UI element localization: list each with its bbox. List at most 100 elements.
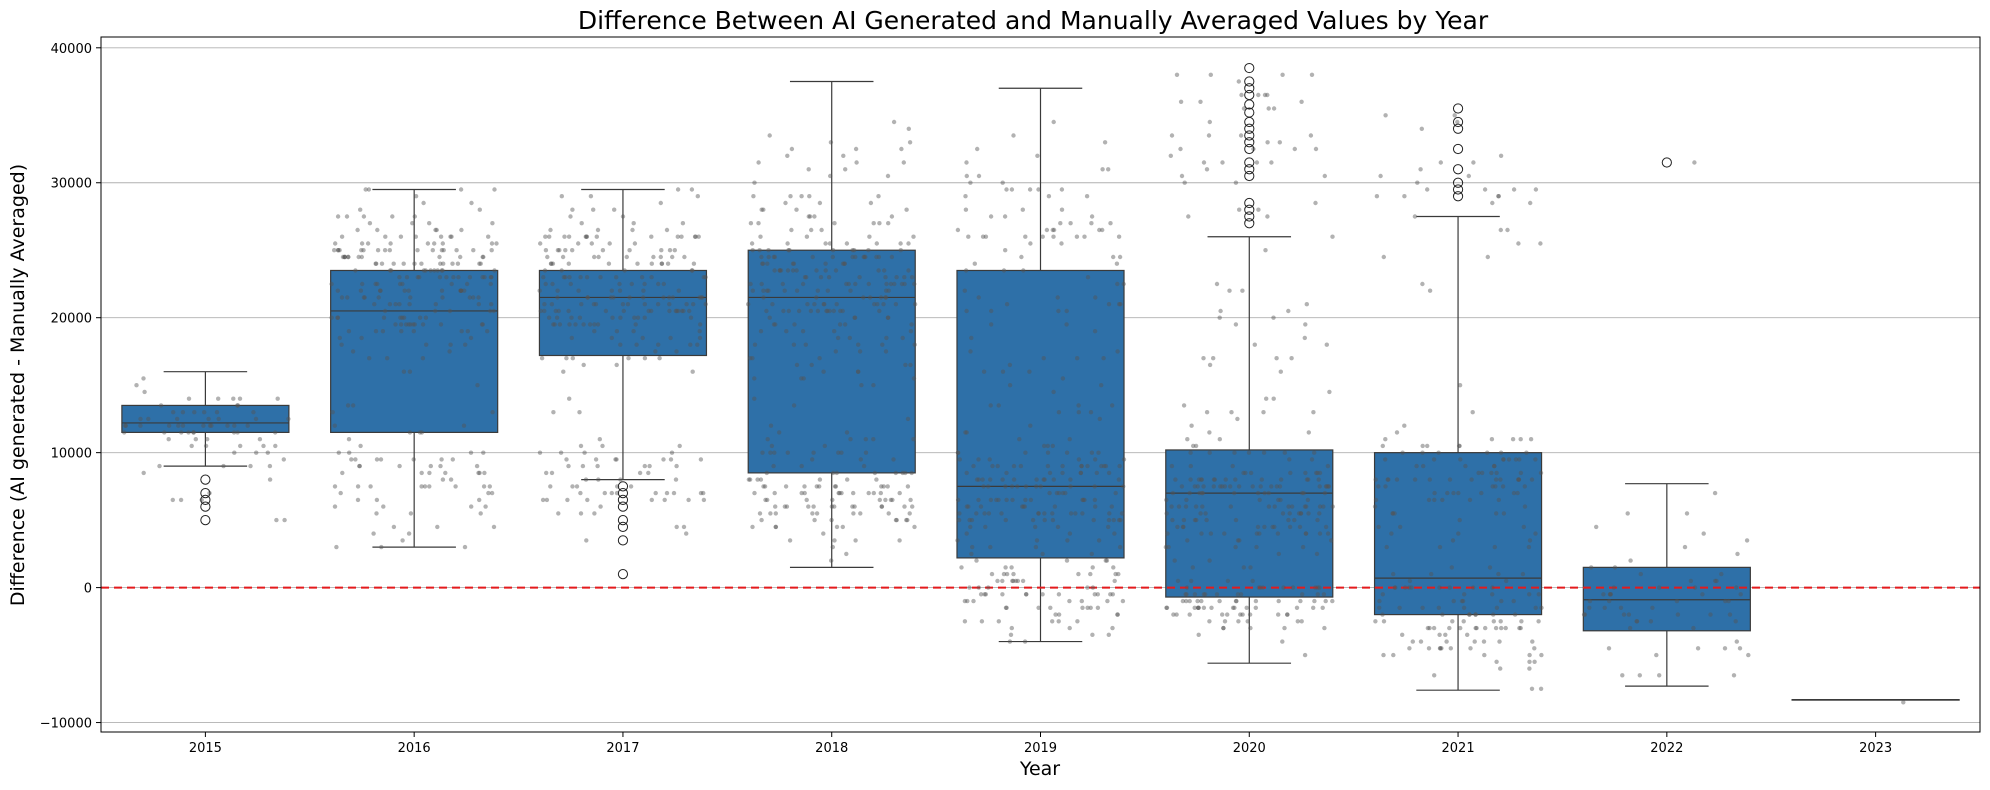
jitter-point (889, 214, 895, 219)
jitter-point (692, 234, 698, 239)
jitter-point (903, 362, 908, 368)
jitter-point (1117, 254, 1123, 260)
jitter-point (390, 214, 395, 219)
jitter-point (1227, 288, 1232, 293)
jitter-point (1295, 619, 1301, 624)
jitter-point (1047, 470, 1053, 476)
jitter-point (1461, 619, 1466, 624)
jitter-point (561, 275, 567, 280)
jitter-point (911, 376, 917, 381)
jitter-point (1097, 227, 1102, 233)
jitter-point (577, 315, 583, 320)
jitter-point (420, 322, 426, 327)
jitter-point (975, 146, 980, 152)
jitter-point (180, 410, 186, 415)
jitter-point (1019, 254, 1024, 260)
jitter-point (591, 302, 597, 307)
jitter-point (1116, 517, 1122, 523)
jitter-point (1121, 484, 1126, 489)
jitter-point (769, 443, 775, 449)
jitter-point (789, 227, 794, 233)
jitter-point (1238, 612, 1243, 617)
jitter-point (988, 403, 993, 408)
jitter-2019 (955, 119, 1127, 644)
jitter-point (1474, 625, 1479, 631)
jitter-point (1020, 578, 1026, 584)
jitter-point (1056, 308, 1061, 314)
jitter-point (1447, 625, 1452, 631)
jitter-point (957, 457, 962, 462)
x-tick-label: 2021 (1442, 741, 1475, 756)
jitter-point (661, 295, 666, 300)
jitter-point (1065, 538, 1070, 543)
jitter-point (486, 490, 491, 496)
jitter-point (630, 227, 635, 233)
jitter-point (852, 504, 857, 509)
jitter-point (1085, 275, 1091, 280)
jitter-point (1317, 484, 1322, 489)
jitter-point (1410, 639, 1416, 644)
jitter-point (688, 342, 693, 347)
jitter-point (1277, 140, 1283, 145)
jitter-point (1292, 517, 1297, 523)
jitter-point (1186, 214, 1191, 219)
jitter-point (490, 221, 495, 226)
jitter-point (1169, 133, 1175, 138)
jitter-point (1528, 437, 1534, 442)
jitter-point (1246, 450, 1252, 455)
jitter-point (437, 275, 443, 280)
jitter-point (822, 302, 827, 307)
jitter-point (1498, 477, 1503, 482)
jitter-point (248, 463, 253, 469)
jitter-point (245, 423, 250, 428)
jitter-point (697, 329, 702, 334)
jitter-point (1427, 625, 1432, 631)
outlier-point (1452, 143, 1464, 155)
jitter-point (1018, 463, 1024, 469)
jitter-point (1300, 592, 1305, 597)
jitter-point (477, 470, 482, 476)
jitter-point (1317, 511, 1322, 516)
jitter-point (419, 261, 424, 266)
jitter-point (1516, 477, 1521, 482)
jitter-point (898, 241, 903, 246)
jitter-point (882, 268, 887, 273)
jitter-point (906, 268, 911, 273)
jitter-point (897, 490, 902, 496)
jitter-point (1491, 619, 1497, 624)
jitter-point (1011, 133, 1016, 138)
jitter-point (1259, 477, 1265, 482)
jitter-point (1436, 450, 1441, 455)
jitter-point (1222, 619, 1228, 624)
jitter-point (802, 484, 807, 489)
jitter-point (439, 268, 444, 273)
jitter-point (767, 133, 772, 138)
jitter-point (963, 194, 968, 199)
jitter-point (1458, 457, 1463, 462)
jitter-point (403, 322, 409, 327)
jitter-point (393, 302, 398, 307)
jitter-point (1181, 403, 1187, 408)
jitter-point (1004, 187, 1009, 192)
jitter-point (1275, 531, 1281, 536)
jitter-point (1053, 612, 1058, 617)
jitter-point (1232, 605, 1237, 610)
jitter-point (1731, 673, 1737, 678)
jitter-point (336, 248, 341, 253)
outlier-points (200, 62, 1672, 580)
jitter-point (1004, 302, 1010, 307)
jitter-point (807, 214, 813, 219)
jitter-point (1009, 484, 1015, 489)
y-tick-label: −10000 (40, 717, 92, 732)
jitter-point (989, 308, 994, 314)
jitter-point (397, 463, 402, 469)
jitter-point (438, 234, 444, 239)
jitter-point (756, 160, 761, 165)
jitter-point (1243, 470, 1248, 476)
jitter-point (804, 234, 810, 239)
jitter-point (1078, 470, 1084, 476)
jitter-point (1426, 646, 1432, 651)
jitter-point (335, 214, 341, 219)
jitter-point (1103, 558, 1109, 563)
